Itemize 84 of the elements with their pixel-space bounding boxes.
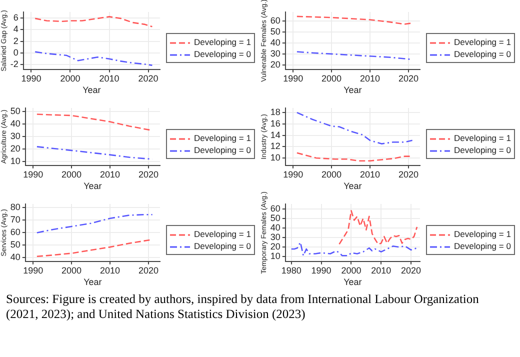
x-tick-label: 1990 [311,265,332,276]
x-axis-title: Year [84,277,102,288]
y-tick-label: 18 [270,107,280,118]
x-axis-title: Year [344,277,362,288]
line-series [338,210,418,245]
y-tick-label: 2 [13,36,18,46]
line-series [36,214,153,234]
x-tick-label: 2010 [371,265,392,276]
y-tick-label: 20 [270,242,280,252]
x-axis-title: Year [84,181,102,192]
y-tick-label: 30 [270,232,280,242]
legend-label: Developing = 1 [194,133,251,143]
legend-label: Developing = 1 [194,229,251,239]
source-note: Sources: Figure is created by authors, inspired by data from International Labour Organization (2021, 2023); and United Nations Statistics Division (2023) [6,292,480,322]
x-tick-label: 2000 [341,265,362,276]
x-tick-label: 2000 [322,169,342,180]
y-tick-label: 0 [13,47,18,58]
y-tick-label: 30 [10,131,20,142]
y-tick-label: 80 [10,202,20,212]
x-tick-label: 1990 [283,169,304,180]
x-tick-label: 2010 [100,265,120,276]
x-tick-label: 1990 [23,265,44,276]
legend-label: Developing = 0 [454,49,511,59]
x-tick-label: 2020 [138,265,158,276]
x-tick-label: 1990 [21,73,42,84]
x-tick-label: 2020 [398,73,418,84]
y-tick-label: 40 [270,37,280,48]
y-tick-label: 16 [270,118,280,128]
y-tick-label: 50 [270,212,280,223]
x-tick-label: 2000 [60,73,80,84]
x-tick-label: 2020 [398,169,418,180]
y-tick-label: 10 [10,156,20,166]
x-tick-label: 2010 [99,73,120,84]
y-tick-label: 4 [13,24,18,34]
line-series [290,242,418,256]
y-tick-label: 14 [270,130,280,140]
x-tick-label: 2010 [100,169,120,180]
line-series [34,16,153,28]
x-tick-label: 2010 [360,73,380,84]
x-tick-label: 2000 [62,265,82,276]
y-tick-label: 6 [13,12,18,22]
line-series [296,152,413,162]
x-axis-title: Year [344,181,362,192]
legend-label: Developing = 1 [454,229,511,239]
line-series [36,146,153,160]
x-axis-title: Year [344,85,362,96]
line-series [296,112,413,144]
legend-label: Developing = 0 [194,49,251,59]
y-tick-label: 60 [270,203,280,214]
x-tick-label: 2020 [138,169,158,180]
x-tick-label: 2000 [322,73,342,84]
legend-label: Developing = 0 [454,145,511,155]
x-axis-title: Year [82,85,101,96]
legend-label: Developing = 1 [194,37,251,47]
y-tick-label: 50 [270,26,280,36]
x-tick-label: 1990 [23,169,44,180]
x-tick-label: 2020 [138,73,158,84]
y-tick-label: 40 [270,222,280,232]
legend-label: Developing = 1 [454,37,511,47]
line-series [296,16,413,25]
y-tick-label: 60 [270,15,280,26]
y-tick-label: 20 [270,59,280,70]
x-tick-label: 2000 [62,169,82,180]
y-tick-label: 50 [10,106,20,116]
y-tick-label: 50 [10,240,20,250]
line-series [34,51,153,66]
x-tick-label: 2010 [360,169,380,180]
y-tick-label: 20 [10,144,20,154]
legend-label: Developing = 0 [194,241,251,251]
y-tick-label: 40 [10,118,20,129]
y-tick-label: 40 [10,252,20,262]
legend-label: Developing = 0 [194,145,251,155]
y-tick-label: 10 [270,152,280,162]
x-tick-label: 1980 [281,265,302,276]
legend-label: Developing = 1 [454,133,511,143]
y-tick-label: 30 [270,48,280,58]
y-tick-label: 60 [10,227,20,238]
y-tick-label: 10 [270,251,280,262]
y-tick-label: 12 [270,141,280,152]
y-tick-label: -2 [10,59,18,70]
x-tick-label: 1990 [283,73,304,84]
y-tick-label: 70 [10,214,20,225]
legend-label: Developing = 0 [454,241,511,251]
x-tick-label: 2020 [401,265,422,276]
